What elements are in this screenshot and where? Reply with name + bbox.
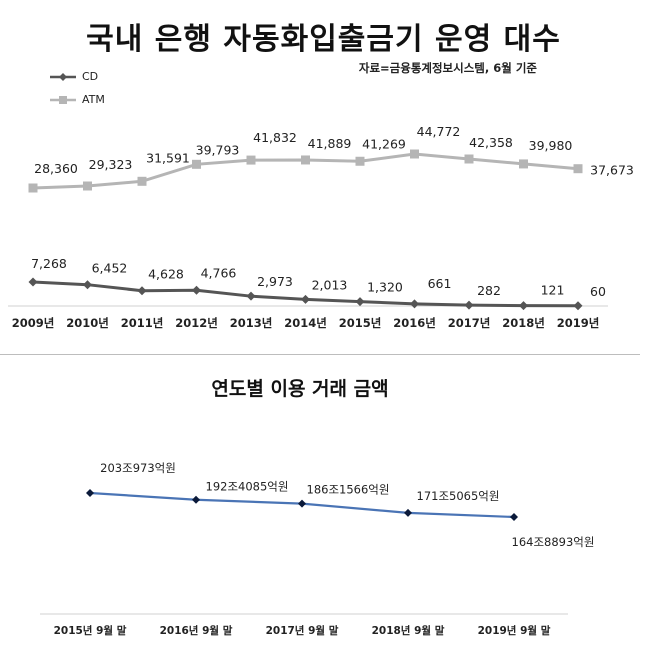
data-label-cd: 121 <box>541 283 565 298</box>
legend-item-cd: CD <box>50 70 98 83</box>
legend-atm-label: ATM <box>82 93 105 106</box>
x-tick-label: 2016년 <box>393 316 436 330</box>
data-label-atm: 29,323 <box>89 157 133 172</box>
x-tick-label: 2015년 <box>339 316 382 330</box>
data-point-atm <box>301 155 310 165</box>
data-point-cd <box>519 301 528 311</box>
data-label-atm: 39,980 <box>529 138 573 153</box>
x-tick-label: 2012년 <box>175 316 218 330</box>
data-point-atm <box>83 181 92 191</box>
legend-item-atm: ATM <box>50 93 105 106</box>
data-label-atm: 44,772 <box>417 124 461 139</box>
data-label-amount: 203조973억원 <box>100 461 176 475</box>
data-label-cd: 60 <box>590 284 606 299</box>
data-point-amount <box>86 489 94 497</box>
x-tick-label: 2017년 <box>448 316 491 330</box>
chart-atm-cd: 2009년 2010년 2011년 2012년 2013년 2014년 2015년 2016년… <box>8 124 634 330</box>
x-tick-label: 2018년 <box>502 316 545 330</box>
data-label-atm: 41,889 <box>308 136 352 151</box>
data-label-cd: 661 <box>428 276 452 291</box>
x-tick-label: 2014년 <box>284 316 327 330</box>
data-point-cd <box>192 285 201 295</box>
x-tick-label: 2016년 9월 말 <box>160 624 233 637</box>
x-tick-label: 2019년 <box>557 316 600 330</box>
data-point-amount <box>192 495 200 504</box>
data-point-amount <box>298 499 306 508</box>
data-point-cd <box>464 300 474 310</box>
chart-title: 국내 은행 자동화입출금기 운영 대수 <box>86 22 561 57</box>
data-point-cd <box>28 277 38 287</box>
legend-atm-marker <box>50 95 76 104</box>
data-point-cd <box>355 297 365 307</box>
x-tick-label: 2017년 9월 말 <box>266 624 339 637</box>
data-label-cd: 6,452 <box>92 261 128 276</box>
data-label-amount: 171조5065억원 <box>417 489 500 503</box>
data-label-cd: 4,628 <box>148 267 184 282</box>
data-label-atm: 41,832 <box>253 130 297 145</box>
data-label-atm: 41,269 <box>362 136 406 151</box>
x-tick-label: 2011년 <box>121 316 164 330</box>
x-tick-label: 2009년 <box>12 316 55 330</box>
data-point-atm <box>192 159 201 169</box>
x-tick-label: 2015년 9월 말 <box>54 624 127 637</box>
data-point-cd <box>573 301 583 311</box>
data-point-cd <box>246 291 256 301</box>
data-label-cd: 4,766 <box>201 265 237 280</box>
x-tick-label: 2010년 <box>66 316 109 330</box>
data-point-amount <box>510 513 518 521</box>
data-point-cd <box>301 294 310 304</box>
legend-cd-label: CD <box>82 70 99 83</box>
x-tick-label: 2018년 9월 말 <box>372 624 445 637</box>
data-point-atm <box>137 176 147 186</box>
data-label-cd: 2,013 <box>312 277 348 292</box>
data-label-cd: 7,268 <box>31 256 67 271</box>
data-point-atm <box>246 155 256 165</box>
data-point-atm <box>410 149 419 159</box>
x-tick-label: 2019년 9월 말 <box>478 624 551 637</box>
data-label-amount: 164조8893억원 <box>512 535 595 549</box>
data-label-atm: 37,673 <box>590 163 634 178</box>
data-label-amount: 186조1566억원 <box>307 483 390 497</box>
data-point-atm <box>573 164 583 174</box>
data-label-cd: 282 <box>477 283 501 298</box>
data-point-atm <box>355 156 365 166</box>
data-point-amount <box>404 508 412 517</box>
data-label-atm: 31,591 <box>146 150 190 165</box>
data-point-atm <box>464 154 474 164</box>
data-point-atm <box>28 183 38 193</box>
legend-cd-marker <box>50 72 76 81</box>
data-label-cd: 2,973 <box>257 274 293 289</box>
data-label-cd: 1,320 <box>367 280 403 295</box>
data-point-cd <box>83 280 92 290</box>
source-note: 자료=금융통계정보시스템, 6월 기준 <box>358 61 537 75</box>
data-point-cd <box>410 299 419 309</box>
data-label-atm: 28,360 <box>34 161 78 176</box>
data-label-atm: 42,358 <box>469 135 513 150</box>
x-tick-label: 2013년 <box>230 316 273 330</box>
chart-subtitle: 연도별 이용 거래 금액 <box>211 378 389 400</box>
data-point-cd <box>137 286 147 296</box>
data-point-atm <box>519 159 528 169</box>
section-divider <box>0 354 640 355</box>
data-label-atm: 39,793 <box>196 142 240 157</box>
data-label-amount: 192조4085억원 <box>206 480 289 494</box>
